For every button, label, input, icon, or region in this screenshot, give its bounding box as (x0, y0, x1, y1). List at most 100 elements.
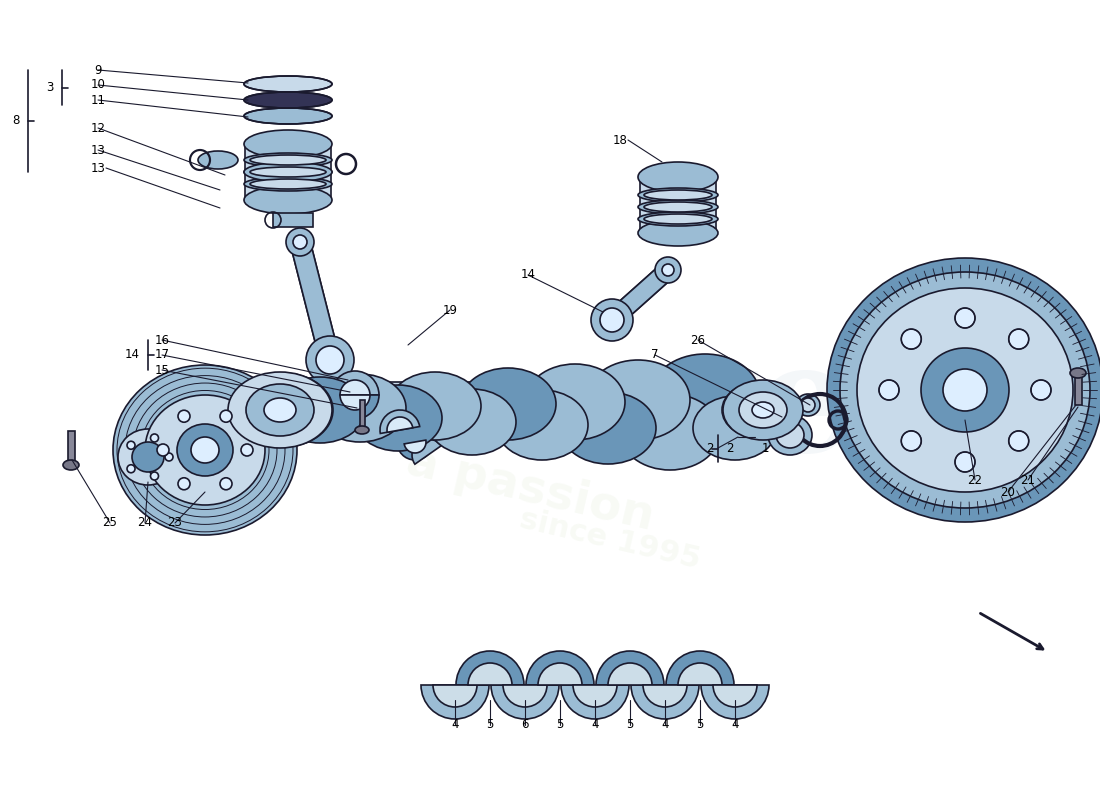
Ellipse shape (620, 394, 721, 470)
Circle shape (178, 410, 190, 422)
Wedge shape (526, 651, 594, 685)
Wedge shape (538, 663, 582, 685)
Wedge shape (573, 685, 617, 707)
Wedge shape (561, 685, 629, 719)
Circle shape (591, 299, 632, 341)
Ellipse shape (132, 442, 164, 472)
Text: a passion: a passion (402, 440, 658, 540)
Wedge shape (713, 685, 757, 707)
Ellipse shape (244, 92, 332, 108)
Text: 5: 5 (696, 718, 704, 731)
Circle shape (901, 431, 922, 451)
Ellipse shape (264, 398, 296, 422)
Circle shape (157, 444, 169, 456)
Bar (640, 177, 716, 233)
Circle shape (654, 257, 681, 283)
Circle shape (316, 346, 344, 374)
Text: 23: 23 (167, 517, 183, 530)
Ellipse shape (244, 162, 332, 182)
Wedge shape (468, 663, 512, 685)
Polygon shape (290, 239, 340, 362)
Text: 17: 17 (154, 349, 169, 362)
Text: 6: 6 (521, 718, 529, 731)
Circle shape (955, 452, 975, 472)
Text: 25: 25 (102, 517, 118, 530)
Ellipse shape (244, 130, 332, 158)
Bar (68, 431, 75, 465)
Ellipse shape (250, 167, 326, 177)
Text: 2: 2 (706, 442, 714, 454)
Text: 12: 12 (90, 122, 106, 134)
Text: 4: 4 (451, 718, 459, 731)
Text: 4: 4 (592, 718, 598, 731)
Ellipse shape (801, 398, 815, 412)
Text: 21: 21 (1021, 474, 1035, 486)
Wedge shape (701, 685, 769, 719)
Circle shape (286, 228, 313, 256)
Ellipse shape (693, 396, 777, 460)
Circle shape (1031, 380, 1050, 400)
Ellipse shape (638, 200, 718, 214)
Wedge shape (666, 651, 734, 685)
Ellipse shape (586, 360, 690, 440)
Circle shape (662, 264, 674, 276)
Ellipse shape (768, 415, 812, 455)
Ellipse shape (244, 153, 332, 167)
Ellipse shape (943, 369, 987, 411)
Wedge shape (421, 685, 490, 719)
Text: 15: 15 (155, 363, 169, 377)
Wedge shape (608, 663, 652, 685)
Wedge shape (433, 685, 477, 707)
Wedge shape (491, 685, 559, 719)
Text: 13: 13 (90, 143, 106, 157)
Text: 5: 5 (486, 718, 494, 731)
Text: 14: 14 (520, 269, 536, 282)
Ellipse shape (723, 380, 803, 440)
Ellipse shape (460, 368, 556, 440)
Text: 20: 20 (1001, 486, 1015, 498)
Ellipse shape (638, 188, 718, 202)
Ellipse shape (63, 460, 79, 470)
Ellipse shape (177, 424, 233, 476)
Wedge shape (644, 685, 688, 707)
Text: 16: 16 (154, 334, 169, 346)
Wedge shape (340, 380, 370, 395)
Ellipse shape (644, 202, 712, 212)
Ellipse shape (244, 186, 332, 214)
Wedge shape (340, 395, 370, 410)
Text: 4: 4 (732, 718, 739, 731)
Circle shape (293, 235, 307, 249)
Text: 14: 14 (125, 349, 140, 362)
Ellipse shape (118, 429, 178, 485)
Ellipse shape (496, 390, 588, 460)
Ellipse shape (644, 190, 712, 200)
Ellipse shape (354, 385, 442, 451)
Text: 13: 13 (90, 162, 106, 174)
Ellipse shape (250, 179, 326, 189)
Ellipse shape (739, 392, 786, 428)
Wedge shape (379, 410, 420, 434)
Circle shape (165, 453, 173, 461)
Wedge shape (412, 439, 441, 464)
Polygon shape (606, 263, 674, 326)
Wedge shape (331, 395, 379, 419)
Ellipse shape (525, 364, 625, 440)
Circle shape (600, 308, 624, 332)
Bar (245, 144, 331, 200)
Ellipse shape (827, 258, 1100, 522)
Text: eres: eres (580, 335, 940, 485)
Ellipse shape (355, 426, 368, 434)
Text: 24: 24 (138, 517, 153, 530)
Wedge shape (678, 663, 722, 685)
Circle shape (151, 472, 158, 480)
Ellipse shape (244, 177, 332, 191)
Ellipse shape (857, 288, 1072, 492)
Text: 2: 2 (726, 442, 734, 455)
Wedge shape (399, 426, 430, 447)
Ellipse shape (560, 392, 656, 464)
Ellipse shape (113, 365, 297, 535)
Ellipse shape (722, 382, 798, 438)
Ellipse shape (776, 422, 804, 448)
Wedge shape (456, 651, 524, 685)
Circle shape (306, 336, 354, 384)
